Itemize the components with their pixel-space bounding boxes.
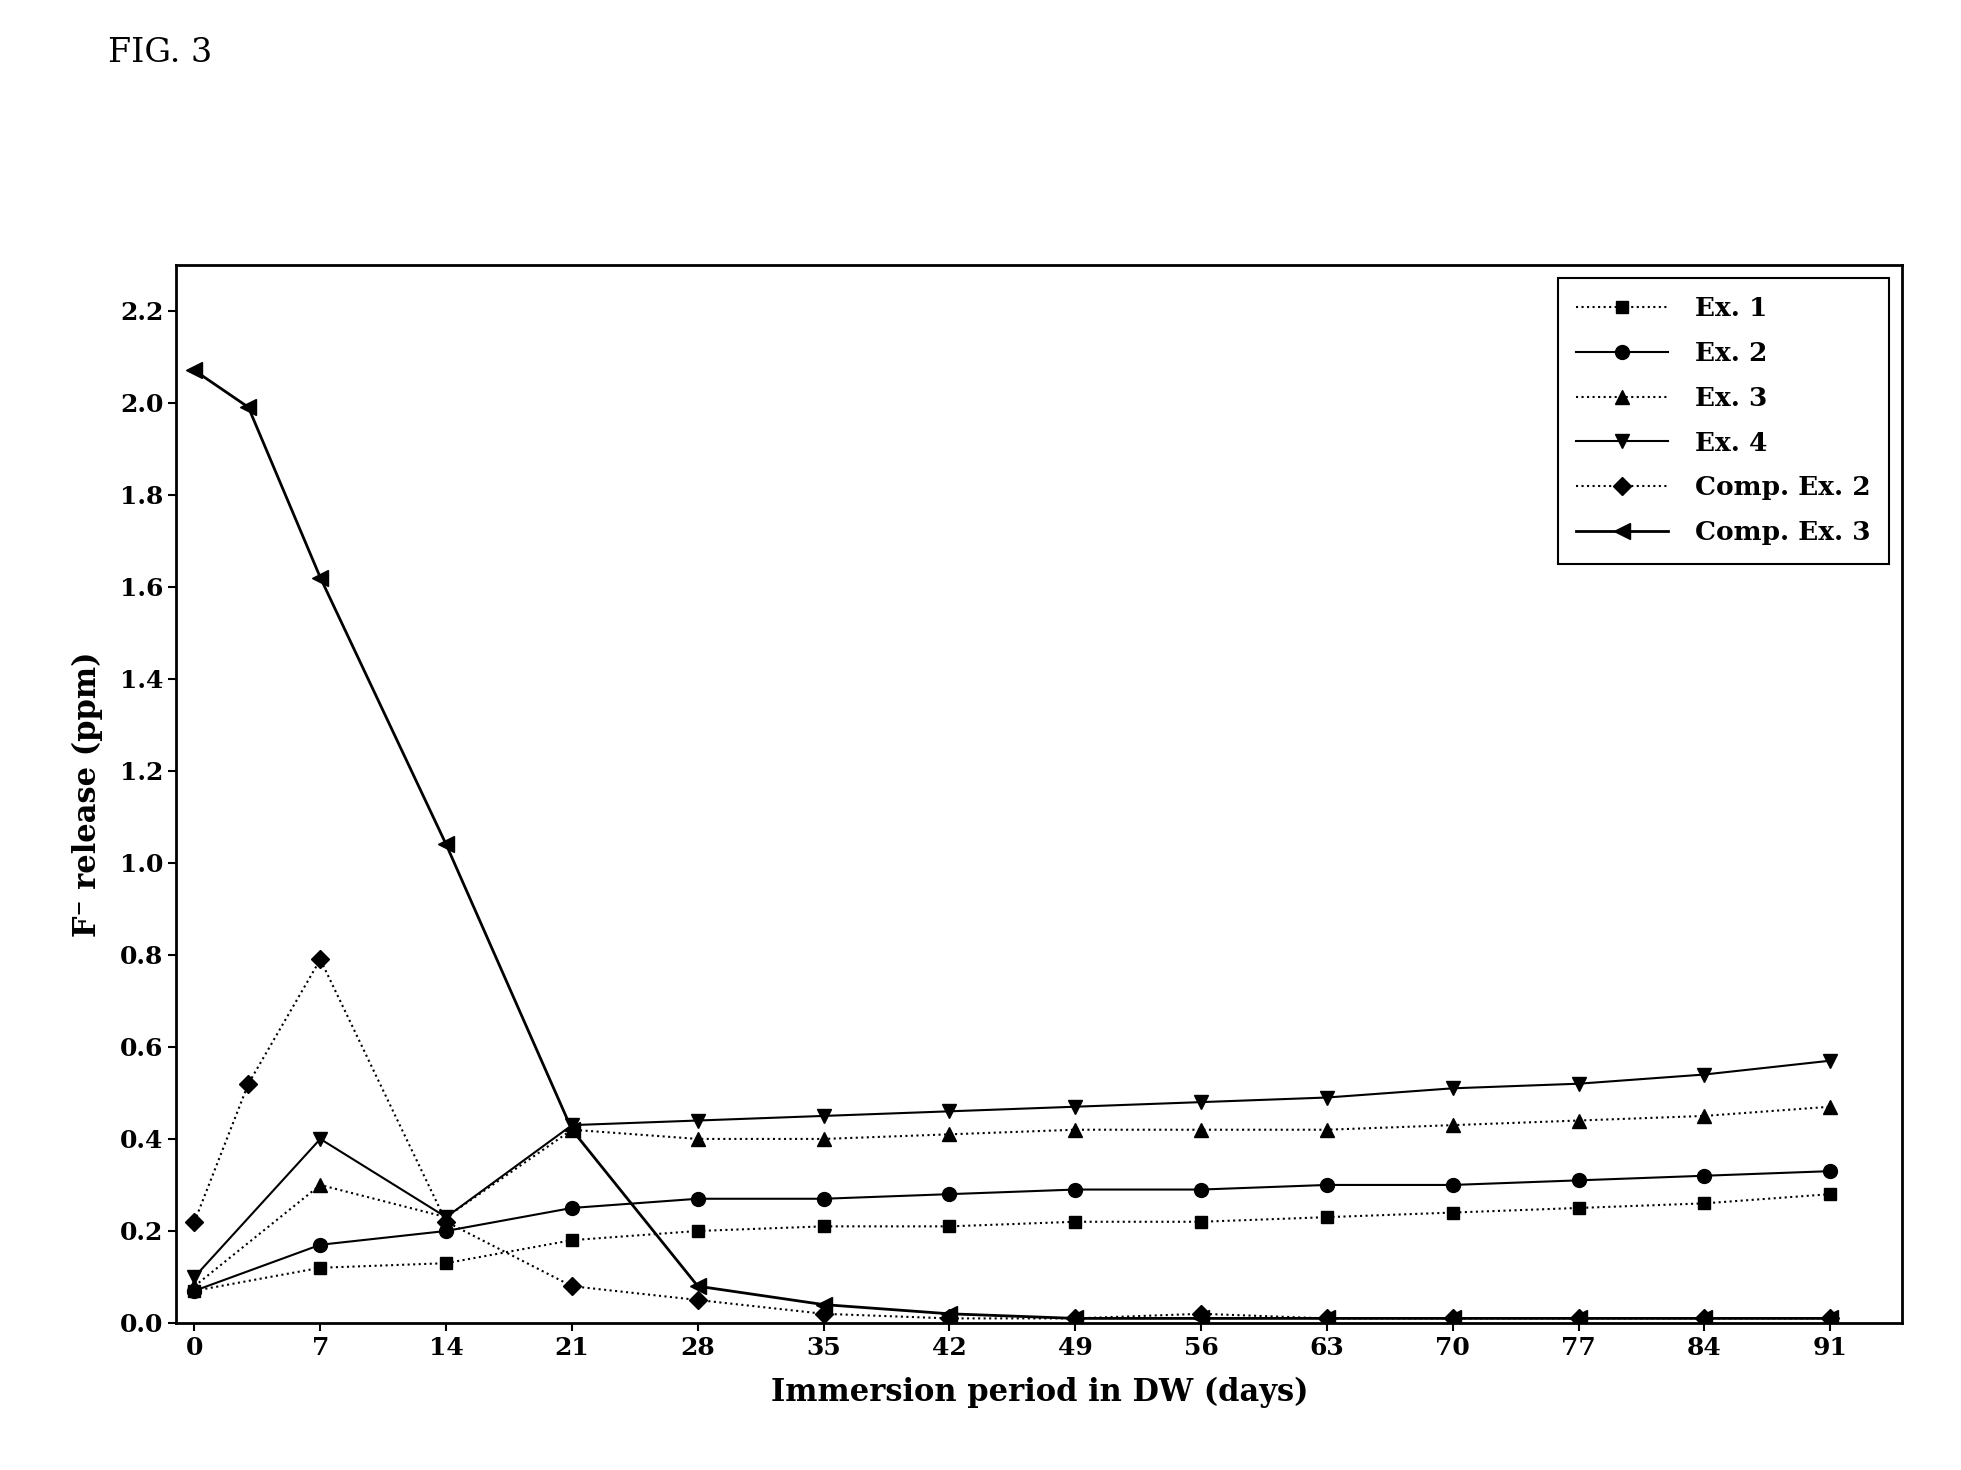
Comp. Ex. 2 bbox=[812, 1305, 835, 1323]
Comp. Ex. 3 bbox=[937, 1305, 961, 1323]
Comp. Ex. 2 bbox=[1063, 1310, 1086, 1327]
Ex. 3 bbox=[1441, 1116, 1465, 1133]
Comp. Ex. 2 bbox=[937, 1310, 961, 1327]
Ex. 4 bbox=[1692, 1066, 1716, 1083]
Ex. 4 bbox=[812, 1107, 835, 1125]
Ex. 2 bbox=[1316, 1176, 1339, 1194]
Comp. Ex. 3 bbox=[1818, 1310, 1841, 1327]
Ex. 3 bbox=[308, 1176, 331, 1194]
Comp. Ex. 3 bbox=[1567, 1310, 1590, 1327]
Ex. 4 bbox=[1441, 1079, 1465, 1097]
Comp. Ex. 2 bbox=[1692, 1310, 1716, 1327]
Ex. 4 bbox=[686, 1111, 710, 1129]
Ex. 4 bbox=[308, 1130, 331, 1148]
Ex. 4 bbox=[1188, 1094, 1212, 1111]
Comp. Ex. 2 bbox=[1188, 1305, 1212, 1323]
Comp. Ex. 2 bbox=[182, 1213, 206, 1230]
Text: FIG. 3: FIG. 3 bbox=[108, 37, 212, 69]
Ex. 3 bbox=[937, 1126, 961, 1144]
Ex. 1 bbox=[1316, 1208, 1339, 1226]
Ex. 4 bbox=[433, 1208, 457, 1226]
Comp. Ex. 3 bbox=[561, 1122, 584, 1139]
Ex. 2 bbox=[1063, 1180, 1086, 1198]
Ex. 4 bbox=[1316, 1089, 1339, 1107]
Ex. 3 bbox=[433, 1208, 457, 1226]
Ex. 2 bbox=[308, 1236, 331, 1254]
Comp. Ex. 3 bbox=[1316, 1310, 1339, 1327]
Ex. 2 bbox=[1441, 1176, 1465, 1194]
Ex. 1 bbox=[1692, 1195, 1716, 1213]
Ex. 1 bbox=[433, 1254, 457, 1272]
Comp. Ex. 2 bbox=[308, 951, 331, 969]
Ex. 3 bbox=[561, 1122, 584, 1139]
Ex. 3 bbox=[1692, 1107, 1716, 1125]
Ex. 2 bbox=[561, 1200, 584, 1217]
Ex. 3 bbox=[1063, 1122, 1086, 1139]
Ex. 1 bbox=[182, 1282, 206, 1299]
Line: Ex. 3: Ex. 3 bbox=[188, 1100, 1837, 1294]
Ex. 4 bbox=[561, 1116, 584, 1133]
Ex. 2 bbox=[182, 1282, 206, 1299]
Comp. Ex. 3 bbox=[1063, 1310, 1086, 1327]
Ex. 2 bbox=[1188, 1180, 1212, 1198]
Ex. 1 bbox=[1188, 1213, 1212, 1230]
Ex. 2 bbox=[433, 1222, 457, 1239]
Comp. Ex. 3 bbox=[237, 398, 261, 416]
X-axis label: Immersion period in DW (days): Immersion period in DW (days) bbox=[771, 1377, 1308, 1408]
Ex. 1 bbox=[1063, 1213, 1086, 1230]
Comp. Ex. 3 bbox=[308, 569, 331, 587]
Y-axis label: F⁻ release (ppm): F⁻ release (ppm) bbox=[73, 651, 104, 936]
Ex. 4 bbox=[937, 1102, 961, 1120]
Comp. Ex. 3 bbox=[433, 835, 457, 853]
Comp. Ex. 3 bbox=[686, 1277, 710, 1295]
Ex. 1 bbox=[308, 1258, 331, 1276]
Ex. 3 bbox=[686, 1130, 710, 1148]
Line: Ex. 2: Ex. 2 bbox=[188, 1164, 1837, 1298]
Ex. 2 bbox=[1818, 1163, 1841, 1180]
Ex. 1 bbox=[1441, 1204, 1465, 1222]
Comp. Ex. 2 bbox=[1567, 1310, 1590, 1327]
Comp. Ex. 2 bbox=[1316, 1310, 1339, 1327]
Ex. 2 bbox=[812, 1189, 835, 1207]
Ex. 3 bbox=[182, 1277, 206, 1295]
Comp. Ex. 3 bbox=[1188, 1310, 1212, 1327]
Ex. 4 bbox=[1818, 1053, 1841, 1070]
Ex. 1 bbox=[1818, 1185, 1841, 1202]
Ex. 4 bbox=[182, 1269, 206, 1286]
Comp. Ex. 2 bbox=[237, 1075, 261, 1092]
Ex. 2 bbox=[1692, 1167, 1716, 1185]
Ex. 1 bbox=[686, 1222, 710, 1239]
Ex. 4 bbox=[1567, 1075, 1590, 1092]
Ex. 3 bbox=[1316, 1122, 1339, 1139]
Comp. Ex. 2 bbox=[1818, 1310, 1841, 1327]
Ex. 1 bbox=[812, 1217, 835, 1235]
Ex. 1 bbox=[937, 1217, 961, 1235]
Ex. 3 bbox=[1567, 1111, 1590, 1129]
Ex. 4 bbox=[1063, 1098, 1086, 1116]
Comp. Ex. 3 bbox=[812, 1295, 835, 1313]
Ex. 2 bbox=[686, 1189, 710, 1207]
Ex. 3 bbox=[812, 1130, 835, 1148]
Comp. Ex. 2 bbox=[686, 1291, 710, 1308]
Ex. 3 bbox=[1818, 1098, 1841, 1116]
Line: Ex. 1: Ex. 1 bbox=[188, 1188, 1837, 1297]
Line: Comp. Ex. 3: Comp. Ex. 3 bbox=[186, 363, 1837, 1326]
Ex. 1 bbox=[561, 1232, 584, 1250]
Legend: Ex. 1, Ex. 2, Ex. 3, Ex. 4, Comp. Ex. 2, Comp. Ex. 3: Ex. 1, Ex. 2, Ex. 3, Ex. 4, Comp. Ex. 2,… bbox=[1557, 278, 1888, 563]
Comp. Ex. 2 bbox=[561, 1277, 584, 1295]
Comp. Ex. 3 bbox=[1692, 1310, 1716, 1327]
Ex. 2 bbox=[937, 1185, 961, 1202]
Comp. Ex. 2 bbox=[433, 1213, 457, 1230]
Comp. Ex. 3 bbox=[182, 362, 206, 379]
Ex. 2 bbox=[1567, 1172, 1590, 1189]
Ex. 3 bbox=[1188, 1122, 1212, 1139]
Ex. 1 bbox=[1567, 1200, 1590, 1217]
Line: Ex. 4: Ex. 4 bbox=[188, 1054, 1837, 1283]
Comp. Ex. 2 bbox=[1441, 1310, 1465, 1327]
Comp. Ex. 3 bbox=[1441, 1310, 1465, 1327]
Line: Comp. Ex. 2: Comp. Ex. 2 bbox=[188, 953, 1837, 1324]
